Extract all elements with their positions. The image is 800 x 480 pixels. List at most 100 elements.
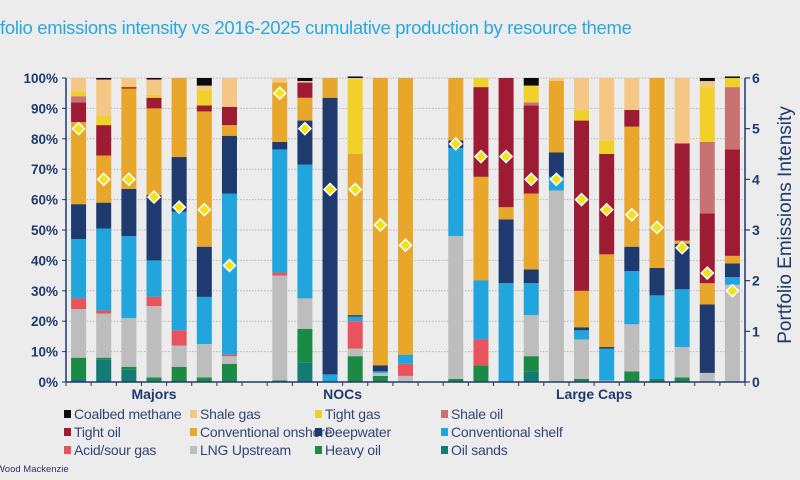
bar-segment (724, 263, 740, 278)
bar-segment (96, 310, 112, 314)
bar-segment (599, 140, 615, 154)
stacked-bar (523, 78, 539, 382)
bar-segment (724, 76, 740, 78)
intensity-marker (222, 258, 237, 273)
legend-label: Shale gas (200, 406, 261, 422)
stacked-bar (724, 76, 740, 382)
bar-segment (221, 106, 237, 126)
bar-segment (372, 371, 388, 373)
stacked-bar (624, 78, 640, 382)
stacked-bar (71, 78, 87, 382)
bar-segment (574, 290, 590, 328)
bar-segment (272, 141, 288, 150)
bar-segment (624, 324, 640, 372)
bar-segment (221, 193, 237, 355)
bar-segment (523, 269, 539, 284)
bar-segment (599, 254, 615, 348)
bar-segment (171, 157, 187, 212)
right-tick-label: 3 (752, 222, 760, 238)
right-axis-label: Portfolio Emissions Intensity (775, 106, 796, 344)
legend-swatch (64, 410, 71, 418)
bar-segment (121, 318, 137, 367)
bar-segment (221, 356, 237, 364)
legend-label: Heavy oil (325, 442, 381, 458)
legend-label: Shale oil (451, 406, 503, 422)
bar-segment (649, 295, 665, 379)
bar-segment (146, 260, 162, 297)
intensity-marker (172, 200, 187, 215)
intensity-marker (599, 202, 614, 217)
bar-segment (196, 296, 212, 344)
bar-segment (624, 246, 640, 272)
intensity-marker (322, 182, 338, 197)
bar-segment (221, 363, 237, 382)
bar-segment (548, 81, 564, 153)
bar-segment (523, 371, 539, 382)
intensity-marker (146, 190, 162, 205)
stacked-bar (498, 78, 514, 382)
stacked-bar (473, 78, 489, 382)
bar-segment (196, 78, 212, 86)
stacked-bar (221, 78, 237, 382)
intensity-marker (348, 182, 363, 197)
bar-segment (146, 78, 162, 80)
left-tick-label: 90% (31, 101, 58, 116)
bar-segment (624, 126, 640, 247)
intensity-marker (121, 172, 136, 187)
legend-item: Tight gas (315, 406, 380, 422)
bar-segment (649, 78, 665, 268)
bar-segment (599, 380, 615, 382)
bar-segment (221, 125, 237, 136)
left-tick-label: 10% (31, 345, 58, 360)
bar-segment (674, 347, 690, 378)
bar-segment (574, 330, 590, 340)
intensity-marker (524, 172, 539, 187)
bar-segment (121, 87, 137, 89)
bar-segment (71, 357, 87, 379)
legend-swatch (64, 428, 71, 436)
stacked-bar (272, 78, 288, 382)
bar-segment (574, 378, 590, 382)
bar-segment (347, 321, 363, 349)
stacked-bar (448, 78, 464, 382)
legend-swatch (315, 410, 322, 418)
bar-segment (272, 272, 288, 276)
bar-segment (196, 90, 212, 106)
right-tick-label: 0 (752, 374, 760, 390)
stacked-bar (121, 78, 137, 382)
intensity-marker (624, 207, 639, 222)
left-tick-label: 70% (31, 162, 58, 177)
bar-segment (699, 81, 715, 88)
bar-segment (523, 85, 539, 103)
bar-segment (574, 327, 590, 331)
bar-segment (221, 354, 237, 357)
bar-segment (699, 213, 715, 284)
bar-segment (146, 377, 162, 382)
bar-segment (121, 88, 137, 189)
legend-item: Oil sands (441, 442, 508, 458)
bar-segment (121, 369, 137, 382)
bar-segment (398, 354, 413, 364)
bar-segment (322, 374, 338, 382)
stacked-bar (347, 76, 363, 382)
bar-segment (699, 372, 715, 382)
legend-swatch (190, 428, 197, 436)
group-label: Large Caps (556, 386, 632, 402)
left-tick-label: 40% (31, 253, 58, 268)
intensity-marker (398, 238, 413, 253)
bar-segment (297, 81, 313, 83)
left-tick-label: 20% (31, 314, 58, 329)
bar-segment (121, 85, 137, 88)
bar-segment (498, 219, 514, 284)
bar-segment (297, 78, 313, 82)
legend-item: Heavy oil (315, 442, 381, 458)
bar-segment (674, 143, 690, 241)
bar-segment (121, 236, 137, 319)
bar-segment (171, 78, 187, 158)
bar-segment (146, 296, 162, 306)
bar-segment (448, 147, 464, 237)
bar-segment (498, 207, 514, 220)
bar-segment (96, 357, 112, 360)
legend-label: Tight oil (74, 424, 121, 440)
